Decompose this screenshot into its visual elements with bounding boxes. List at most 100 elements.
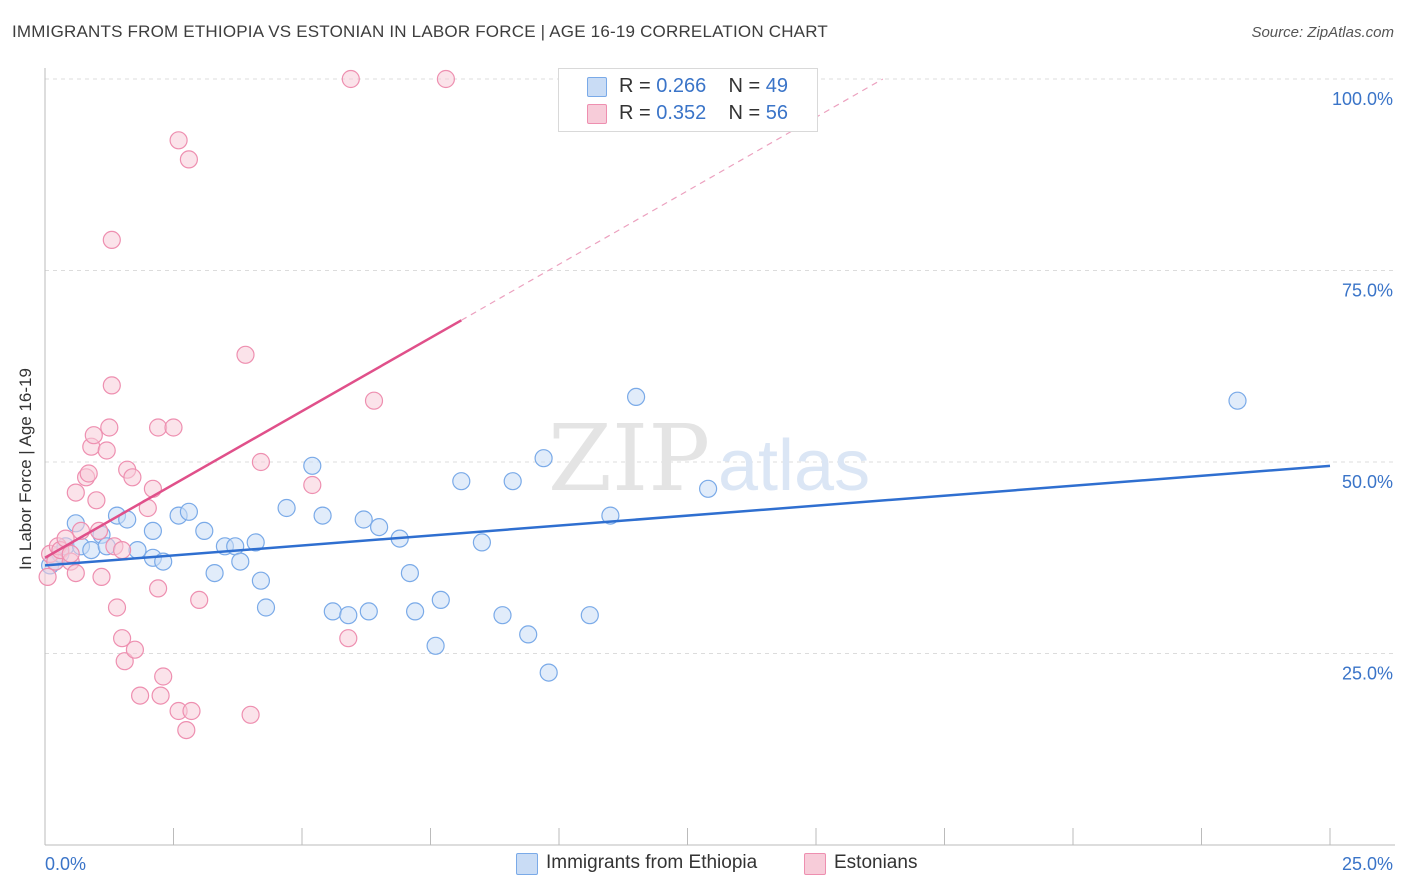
data-point [534, 449, 553, 468]
n-label: N = [728, 75, 766, 97]
data-point [426, 636, 445, 655]
data-point [354, 510, 373, 529]
data-point [303, 456, 322, 475]
data-point [400, 563, 419, 583]
y-tick-label: 100.0% [1332, 89, 1393, 109]
data-point [112, 629, 132, 648]
data-point [195, 521, 214, 541]
data-point [164, 418, 183, 437]
data-point [123, 468, 142, 487]
y-tick-label: 75.0% [1342, 281, 1393, 301]
data-point [580, 606, 599, 625]
legend-swatch-ethiopia [587, 77, 607, 97]
data-point [169, 131, 188, 150]
data-point [149, 418, 168, 437]
data-point [236, 345, 255, 364]
data-point [82, 540, 101, 560]
data-point [179, 502, 198, 521]
data-point [431, 590, 450, 610]
data-point [341, 69, 360, 89]
data-point [102, 376, 121, 395]
r-label: R = [619, 102, 657, 124]
watermark: ZIP atlas [548, 405, 870, 512]
data-point [436, 69, 455, 89]
data-point [519, 625, 538, 644]
n-value: 56 [765, 102, 789, 124]
data-point [251, 571, 270, 590]
data-point [339, 629, 358, 648]
data-point [102, 230, 121, 249]
data-point [370, 517, 389, 537]
data-point [131, 686, 150, 705]
legend-correlation: R = 0.266 N = 49 R = 0.352 N = 56 [558, 68, 818, 132]
data-point [698, 479, 718, 498]
data-point [149, 579, 168, 598]
data-point [251, 452, 270, 472]
legend-label: Immigrants from Ethiopia [546, 852, 758, 873]
legend-swatch-estonians [804, 853, 826, 875]
x-tick-label: 0.0% [45, 854, 86, 874]
data-point [87, 491, 106, 510]
data-point [84, 426, 103, 445]
data-point [452, 472, 471, 491]
y-axis-label: In Labor Force | Age 16-19 [16, 368, 35, 570]
watermark-atlas: atlas [718, 426, 870, 506]
data-point [406, 602, 425, 621]
data-point [143, 479, 162, 498]
data-point [128, 540, 147, 560]
x-tick-label: 25.0% [1342, 854, 1393, 874]
data-point [339, 606, 358, 625]
data-point [115, 652, 134, 671]
data-point [61, 544, 80, 564]
r-label: R = [619, 75, 657, 97]
legend-swatch-ethiopia [516, 853, 538, 875]
y-tick-label: 50.0% [1342, 472, 1393, 492]
data-point [364, 391, 384, 410]
data-point [100, 418, 119, 437]
chart-title: IMMIGRANTS FROM ETHIOPIA VS ESTONIAN IN … [12, 22, 828, 41]
data-point [323, 602, 342, 621]
trend-extension-estonians [461, 78, 884, 321]
data-point [125, 640, 144, 659]
data-point [38, 567, 57, 587]
data-point [231, 552, 250, 571]
data-point [493, 606, 512, 625]
data-point [112, 540, 132, 560]
axes [44, 68, 1395, 846]
data-point [107, 598, 127, 617]
data-point [92, 567, 111, 587]
data-point [277, 498, 296, 518]
data-point [151, 686, 170, 705]
data-point [190, 590, 209, 610]
data-point [626, 387, 646, 406]
tick-labels: 100.0% 75.0% 50.0% 25.0% 0.0% 25.0% [45, 89, 1393, 874]
data-point [472, 533, 491, 552]
data-point [256, 598, 276, 617]
data-point [1228, 391, 1247, 410]
data-point [205, 563, 224, 583]
trend-lines [44, 78, 1331, 567]
data-point [503, 472, 522, 491]
r-value: 0.352 [656, 102, 707, 124]
data-point [79, 464, 98, 483]
data-point [179, 150, 198, 169]
n-value: 49 [765, 75, 789, 97]
data-point [313, 506, 332, 525]
chart-source: Source: ZipAtlas.com [1251, 24, 1394, 41]
legend-swatch-estonians [587, 104, 607, 124]
gridlines [45, 78, 1395, 654]
data-point [246, 533, 265, 552]
series-estonians [38, 69, 455, 740]
data-point [182, 701, 201, 721]
legend-label: Estonians [834, 852, 918, 873]
data-point [359, 602, 378, 621]
data-point [177, 720, 196, 740]
r-value: 0.266 [656, 75, 707, 97]
y-tick-label: 25.0% [1342, 664, 1393, 684]
data-point [241, 705, 260, 724]
data-point [539, 663, 558, 682]
watermark-zip: ZIP [548, 405, 710, 512]
data-point [66, 483, 85, 502]
trend-line-ethiopia [44, 464, 1331, 567]
